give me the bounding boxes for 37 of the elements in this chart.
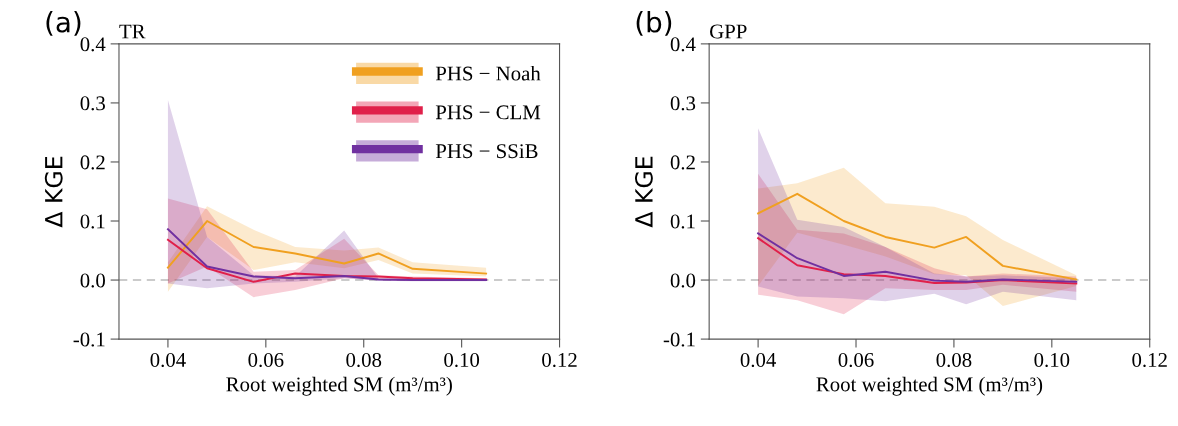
line-series xyxy=(166,228,488,282)
y-axis-title: Δ KGE xyxy=(44,156,63,228)
y-tick-label: -0.1 xyxy=(663,332,695,347)
y-tick-label: 0.2 xyxy=(670,155,695,170)
y-tick-label: 0.0 xyxy=(80,273,105,288)
x-tick-label: 0.06 xyxy=(248,352,284,368)
line-series xyxy=(757,192,1078,281)
y-tick-label: 0.4 xyxy=(80,37,106,52)
y-axis-title: Δ KGE xyxy=(634,156,653,228)
line-series xyxy=(166,220,488,275)
x-tick-label: 0.12 xyxy=(1132,352,1167,368)
y-tick-label: -0.1 xyxy=(73,332,105,347)
x-tick-label: 0.12 xyxy=(542,352,577,368)
x-tick-label: 0.04 xyxy=(740,352,777,368)
x-tick-label: 0.10 xyxy=(444,352,480,368)
x-tick-label: 0.06 xyxy=(838,352,874,368)
x-tick-label: 0.08 xyxy=(346,352,382,368)
legend-label: PHS − CLM xyxy=(435,105,541,120)
chart-title: TR xyxy=(119,24,146,39)
line-series xyxy=(166,238,488,283)
y-tick-label: 0.4 xyxy=(670,37,696,52)
x-axis-title: Root weighted SM (m³/m³) xyxy=(226,376,452,396)
legend-label: PHS − SSiB xyxy=(435,144,538,159)
y-tick-label: 0.3 xyxy=(670,96,696,111)
y-tick-label: 0.0 xyxy=(670,273,696,288)
legend-label: PHS − Noah xyxy=(435,65,541,81)
x-tick-label: 0.10 xyxy=(1034,352,1070,368)
x-tick-label: 0.08 xyxy=(936,352,972,368)
y-tick-label: 0.1 xyxy=(670,214,695,229)
y-tick-label: 0.1 xyxy=(80,214,105,229)
text: (b) xyxy=(636,11,672,36)
x-axis-title: Root weighted SM (m³/m³) xyxy=(816,376,1043,396)
chart-title: GPP xyxy=(710,24,747,39)
x-tick-label: 0.04 xyxy=(150,352,186,368)
y-tick-label: 0.3 xyxy=(80,96,105,111)
text: (a) xyxy=(46,11,81,36)
y-tick-label: 0.2 xyxy=(80,155,105,170)
